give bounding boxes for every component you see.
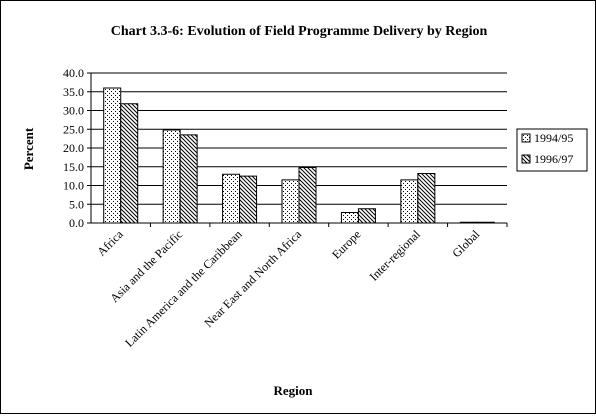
y-tick-label: 25.0 bbox=[63, 122, 84, 136]
bar-1996-97-1 bbox=[179, 134, 198, 224]
y-tick-label: 15.0 bbox=[63, 160, 84, 174]
y-axis-title: Percent bbox=[21, 127, 36, 170]
x-category-label: Near East and North Africa bbox=[201, 227, 304, 330]
x-axis-title: Region bbox=[274, 383, 314, 398]
bar-1996-97-4 bbox=[357, 208, 376, 224]
y-tick-label: 30.0 bbox=[63, 104, 84, 118]
x-category-label: Inter-regional bbox=[367, 227, 424, 284]
y-tick-label: 5.0 bbox=[69, 197, 84, 211]
x-category-label: Global bbox=[449, 227, 482, 260]
legend-label-1994-95: 1994/95 bbox=[534, 131, 573, 145]
x-category-label: Latin America and the Caribbean bbox=[122, 227, 245, 350]
y-tick-label: 0.0 bbox=[69, 216, 84, 230]
gridlines bbox=[91, 72, 507, 205]
bar-1994-95-1 bbox=[162, 129, 181, 224]
x-category-label: Africa bbox=[94, 227, 126, 259]
y-tick-label: 20.0 bbox=[63, 141, 84, 155]
x-category-label: Europe bbox=[329, 227, 363, 261]
bar-1996-97-3 bbox=[298, 167, 317, 224]
bar-1994-95-5 bbox=[400, 179, 419, 224]
legend-swatch-1994-95 bbox=[521, 133, 531, 143]
legend-label-1996-97: 1996/97 bbox=[534, 152, 573, 166]
y-axis-ticks: 0.0 5.0 10.0 15.0 20.0 25.0 30.0 35.0 40.0 bbox=[63, 66, 91, 230]
legend-swatch-1996-97 bbox=[521, 154, 531, 164]
bar-1994-95-4 bbox=[340, 212, 359, 224]
bar-1996-97-0 bbox=[120, 103, 139, 224]
y-tick-label: 40.0 bbox=[63, 66, 84, 80]
chart-title: Chart 3.3-6: Evolution of Field Programm… bbox=[111, 24, 488, 39]
bar-1996-97-2 bbox=[239, 175, 258, 224]
bar-1994-95-2 bbox=[222, 173, 241, 224]
bars bbox=[103, 87, 495, 224]
bar-1994-95-3 bbox=[281, 179, 300, 224]
axes bbox=[90, 73, 507, 224]
bar-1994-95-0 bbox=[103, 87, 122, 224]
y-tick-label: 35.0 bbox=[63, 85, 84, 99]
y-tick-label: 10.0 bbox=[63, 179, 84, 193]
bar-1996-97-5 bbox=[417, 173, 436, 224]
legend: 1994/95 1996/97 bbox=[516, 128, 588, 172]
